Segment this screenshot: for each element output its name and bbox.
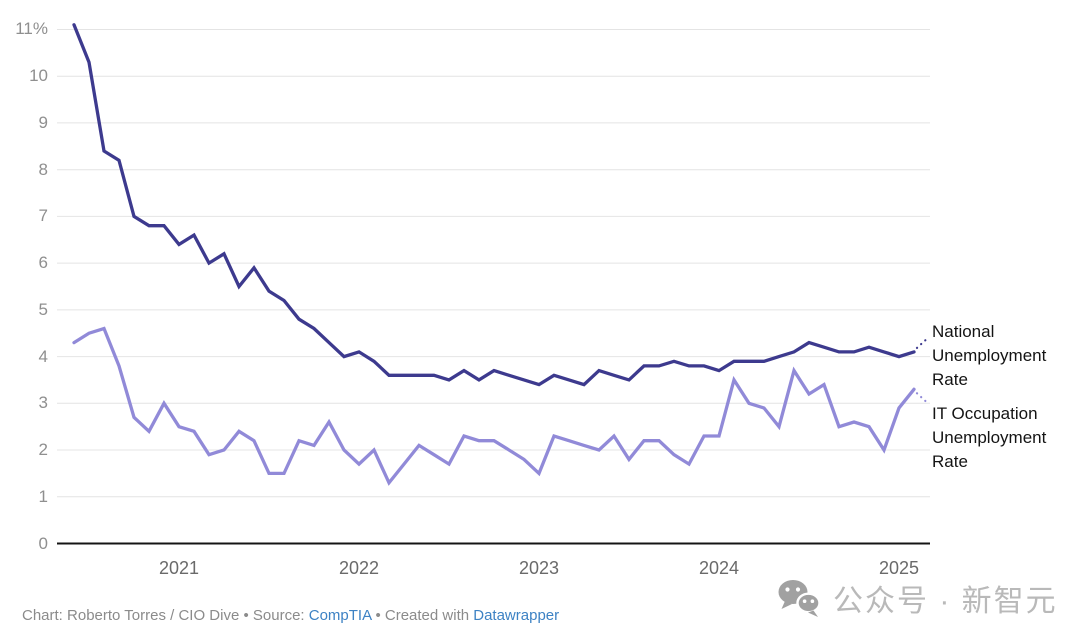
annotation-national-unemployment-rate: National Unemployment Rate — [932, 322, 1047, 389]
y-tick-label: 8 — [38, 159, 48, 179]
y-tick-label: 2 — [38, 440, 48, 460]
y-tick-label: 10 — [29, 66, 48, 86]
source-link[interactable]: CompTIA — [308, 607, 372, 624]
y-tick-label: 1 — [38, 486, 48, 506]
wechat-icon — [778, 580, 821, 617]
y-tick-label: 9 — [38, 112, 48, 132]
y-tick-label: 0 — [38, 533, 48, 553]
x-tick-label-2023: 2023 — [518, 558, 560, 578]
it-label-connector — [915, 392, 931, 406]
created-with-text: • Created with — [371, 607, 474, 624]
credit-text: Chart: Roberto Torres / CIO Dive • Sourc… — [22, 607, 309, 624]
y-tick-label: 5 — [38, 299, 48, 319]
x-tick-label-2024: 2024 — [698, 558, 740, 578]
y-tick-label: 4 — [38, 346, 48, 366]
it-occupation-rate-line — [72, 326, 916, 486]
annotation-it-occupation-unemployment-rate: IT Occupation Unemployment Rate — [932, 404, 1047, 471]
y-tick-label: 11% — [15, 19, 48, 39]
national-label-connector — [915, 335, 931, 350]
x-tick-label-2021: 2021 — [158, 558, 200, 578]
x-tick-label-2025: 2025 — [878, 558, 920, 578]
y-tick-label: 6 — [38, 253, 48, 273]
wechat-watermark: 公众号 · 新智元 — [776, 577, 1058, 619]
national-rate-line — [72, 23, 916, 387]
y-tick-label: 3 — [38, 393, 48, 413]
x-tick-label-2022: 2022 — [338, 558, 380, 578]
footer-credit: Chart: Roberto Torres / CIO Dive • Sourc… — [22, 607, 559, 624]
datawrapper-link[interactable]: Datawrapper — [473, 607, 560, 624]
watermark-text: 公众号 · 新智元 — [833, 585, 1058, 618]
y-tick-label: 7 — [38, 206, 48, 226]
